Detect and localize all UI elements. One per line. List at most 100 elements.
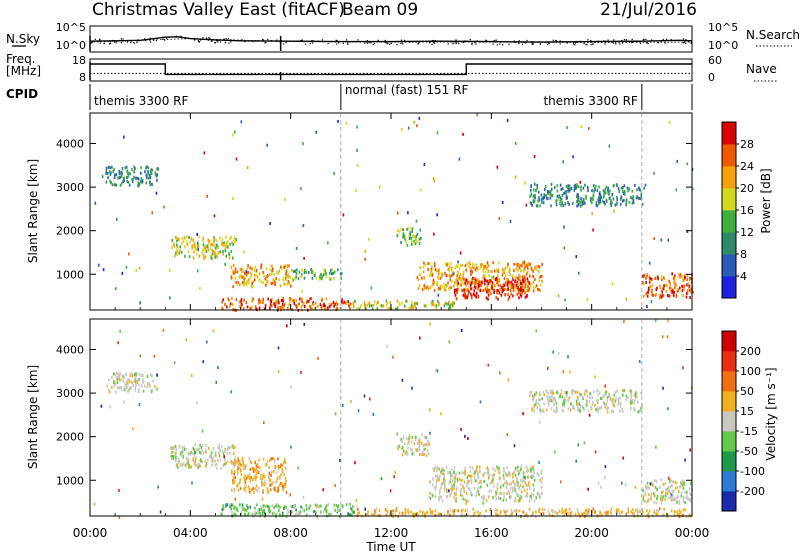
heat-cell [607,191,609,195]
heat-cell [401,301,404,305]
heat-cell [434,474,437,478]
heat-cell [443,282,445,286]
heat-cell [187,461,189,465]
heat-cell [232,256,234,260]
heat-cell [407,227,409,230]
heat-cell [149,176,152,180]
heat-cell [432,282,434,286]
heat-cell [397,447,399,451]
heat-cell [563,401,566,405]
heat-cell [533,499,536,503]
heat-cell [113,183,116,187]
heat-cell [541,200,543,204]
heat-cell [237,281,240,285]
heat-cell [464,287,467,291]
y-tick-label: 1000 [56,268,84,281]
heat-cell [642,498,645,502]
heat-cell-sparse [575,255,578,259]
heat-cell [546,189,549,193]
heat-cell [516,280,519,284]
noise-dot [309,42,311,45]
heat-cell [505,288,508,292]
noise-dot [119,39,121,42]
heat-cell [585,195,587,198]
heat-cell [209,254,212,258]
heat-cell [526,277,529,281]
heat-cell [269,483,272,487]
heat-cell [607,186,609,190]
heat-cell [350,507,352,511]
heat-cell [254,460,256,464]
heat-cell [174,254,176,258]
heat-cell [275,504,278,508]
heat-cell [333,277,335,280]
heat-cell [634,399,636,403]
heat-cell [435,304,438,308]
heat-cell [410,447,412,451]
heat-cell [188,465,190,469]
heat-cell [658,507,661,511]
heat-cell [151,389,154,393]
heat-cell [423,261,425,265]
heat-cell-sparse [245,270,248,274]
heat-cell [277,486,279,490]
noise-dot [434,40,436,42]
heat-cell [649,279,652,283]
heat-cell [509,473,511,477]
heat-cell [396,445,399,449]
heat-cell [492,478,494,482]
heat-cell [444,288,446,292]
heat-cell [284,482,287,486]
heat-cell [520,264,522,268]
heat-cell [255,274,258,278]
heat-cell [284,477,287,480]
heat-cell-sparse [199,459,202,463]
heat-cell [278,508,280,512]
heat-cell [452,487,454,491]
heat-cell [195,449,198,453]
y-tick-label: 3000 [56,181,84,194]
heat-cell [661,278,663,282]
heat-cell [113,372,115,376]
heat-cell [309,504,311,508]
heat-cell [530,497,533,501]
heat-cell [253,491,255,495]
heat-cell [673,290,675,294]
heat-cell [477,278,479,282]
heat-cell [502,483,505,487]
heat-cell [466,294,469,298]
heat-cell [524,278,526,282]
heat-cell [619,396,621,400]
heat-cell [300,275,302,279]
noise-dot [346,39,348,41]
heat-cell [471,466,474,470]
heat-cell [301,298,303,302]
noise-dot [390,42,392,44]
heat-cell [138,390,140,394]
heat-cell [250,476,252,480]
heat-cell [283,473,286,477]
heat-cell-sparse [98,263,100,267]
heat-cell [225,503,227,507]
heat-cell [186,456,188,460]
heat-cell [599,191,601,194]
heat-cell [655,480,658,484]
heat-cell [632,198,635,202]
heat-cell [275,480,278,484]
heat-cell [183,445,185,449]
heat-cell [648,275,651,279]
heat-cell [575,186,577,190]
heat-cell [682,480,685,484]
heat-cell [445,283,447,287]
heat-cell [521,479,524,483]
heat-cell [421,512,424,515]
heat-cell [276,298,279,302]
colorbar-tick-label: -200 [740,485,765,498]
heat-cell [448,273,451,277]
heat-cell [109,390,111,394]
noise-dot [342,42,344,44]
heat-cell [498,471,501,475]
heat-cell [135,176,137,180]
heat-cell [518,288,520,292]
heat-cell-sparse [295,247,298,250]
